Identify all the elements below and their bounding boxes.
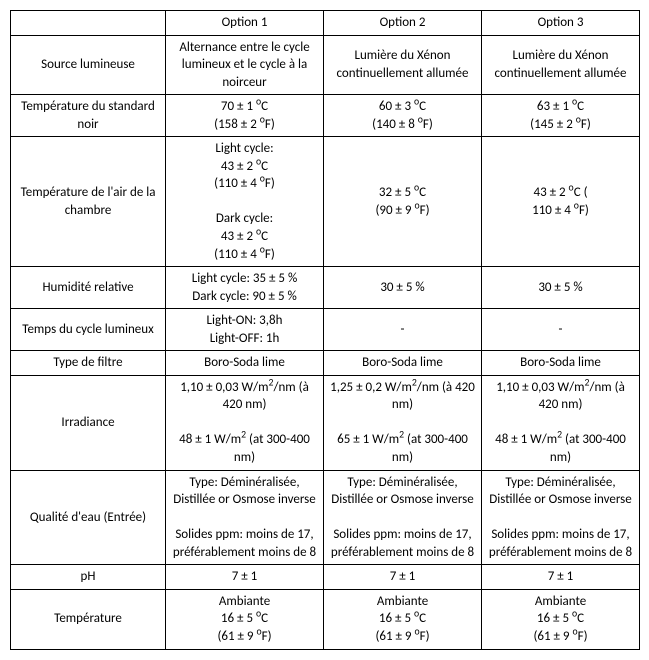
cell-stdnoir-o2: 60 ± 3 oC(140 ± 8 oF) <box>324 95 482 137</box>
header-opt3: Option 3 <box>482 11 640 36</box>
row-humid: Humidité relative Light cycle: 35 ± 5 %D… <box>11 267 640 309</box>
cell-water-o3: Type: Déminéralisée, Distillée or Osmose… <box>482 470 640 565</box>
row-source: Source lumineuse Alternance entre le cyc… <box>11 35 640 95</box>
cell-temp-o2: Ambiante16 ± 5 oC(61 ± 9 oF) <box>324 589 482 649</box>
cell-ph-o2: 7 ± 1 <box>324 565 482 590</box>
cell-ph-o1: 7 ± 1 <box>166 565 324 590</box>
cell-filter-o3: Boro-Soda lime <box>482 351 640 376</box>
row-ph: pH 7 ± 1 7 ± 1 7 ± 1 <box>11 565 640 590</box>
row-water: Qualité d'eau (Entrée) Type: Déminéralis… <box>11 470 640 565</box>
cell-airtemp-o2: 32 ± 5 oC(90 ± 9 oF) <box>324 137 482 267</box>
label-temp: Température <box>11 589 166 649</box>
cell-source-o2: Lumière du Xénon continuellement allumée <box>324 35 482 95</box>
cell-source-o1: Alternance entre le cycle lumineux et le… <box>166 35 324 95</box>
header-row: Option 1 Option 2 Option 3 <box>11 11 640 36</box>
cell-stdnoir-o1: 70 ± 1 oC(158 ± 2 oF) <box>166 95 324 137</box>
cell-cycle-o1: Light-ON: 3,8hLight-OFF: 1h <box>166 309 324 351</box>
label-airtemp: Température de l'air de la chambre <box>11 137 166 267</box>
cell-filter-o1: Boro-Soda lime <box>166 351 324 376</box>
cell-irrad-o2: 1,25 ± 0,2 W/m2/nm (à 420 nm)65 ± 1 W/m2… <box>324 375 482 470</box>
cell-filter-o2: Boro-Soda lime <box>324 351 482 376</box>
cell-temp-o1: Ambiante16 ± 5 oC(61 ± 9 oF) <box>166 589 324 649</box>
cell-airtemp-o1: Light cycle:43 ± 2 oC(110 ± 4 oF)Dark cy… <box>166 137 324 267</box>
label-irrad: Irradiance <box>11 375 166 470</box>
spec-table: Option 1 Option 2 Option 3 Source lumine… <box>10 10 640 650</box>
label-humid: Humidité relative <box>11 267 166 309</box>
label-filter: Type de filtre <box>11 351 166 376</box>
row-filter: Type de filtre Boro-Soda lime Boro-Soda … <box>11 351 640 376</box>
cell-humid-o3: 30 ± 5 % <box>482 267 640 309</box>
cell-stdnoir-o3: 63 ± 1 oC(145 ± 2 oF) <box>482 95 640 137</box>
cell-temp-o3: Ambiante16 ± 5 oC(61 ± 9 oF) <box>482 589 640 649</box>
cell-cycle-o3: - <box>482 309 640 351</box>
row-cycle: Temps du cycle lumineux Light-ON: 3,8hLi… <box>11 309 640 351</box>
header-opt2: Option 2 <box>324 11 482 36</box>
row-temp: Température Ambiante16 ± 5 oC(61 ± 9 oF)… <box>11 589 640 649</box>
label-ph: pH <box>11 565 166 590</box>
label-source: Source lumineuse <box>11 35 166 95</box>
cell-airtemp-o3: 43 ± 2 oC (110 ± 4 oF) <box>482 137 640 267</box>
cell-water-o1: Type: Déminéralisée, Distillée or Osmose… <box>166 470 324 565</box>
label-cycle: Temps du cycle lumineux <box>11 309 166 351</box>
cell-source-o3: Lumière du Xénon continuellement allumée <box>482 35 640 95</box>
header-blank <box>11 11 166 36</box>
cell-water-o2: Type: Déminéralisée, Distillée or Osmose… <box>324 470 482 565</box>
cell-irrad-o1: 1,10 ± 0,03 W/m2/nm (à 420 nm)48 ± 1 W/m… <box>166 375 324 470</box>
cell-cycle-o2: - <box>324 309 482 351</box>
cell-humid-o2: 30 ± 5 % <box>324 267 482 309</box>
cell-irrad-o3: 1,10 ± 0,03 W/m2/nm (à 420 nm)48 ± 1 W/m… <box>482 375 640 470</box>
row-stdnoir: Température du standard noir 70 ± 1 oC(1… <box>11 95 640 137</box>
cell-humid-o1: Light cycle: 35 ± 5 %Dark cycle: 90 ± 5 … <box>166 267 324 309</box>
header-opt1: Option 1 <box>166 11 324 36</box>
cell-ph-o3: 7 ± 1 <box>482 565 640 590</box>
row-airtemp: Température de l'air de la chambre Light… <box>11 137 640 267</box>
label-water: Qualité d'eau (Entrée) <box>11 470 166 565</box>
row-irrad: Irradiance 1,10 ± 0,03 W/m2/nm (à 420 nm… <box>11 375 640 470</box>
label-stdnoir: Température du standard noir <box>11 95 166 137</box>
